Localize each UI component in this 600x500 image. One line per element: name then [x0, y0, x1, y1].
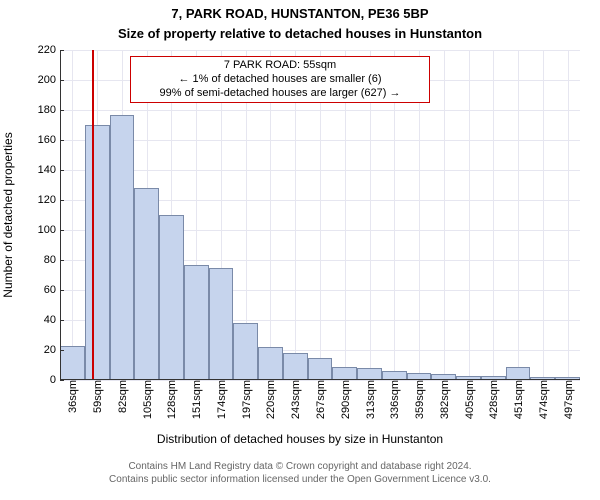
bar [506, 367, 531, 381]
x-tick: 243sqm [288, 380, 302, 419]
bar [159, 215, 184, 380]
info-box: 7 PARK ROAD: 55sqm ← 1% of detached hous… [130, 56, 430, 103]
bar [308, 358, 333, 381]
info-line-2: ← 1% of detached houses are smaller (6) [137, 73, 423, 87]
x-tick: 174sqm [214, 380, 228, 419]
y-tick: 160 [38, 134, 60, 146]
x-tick: 405sqm [462, 380, 476, 419]
x-tick: 36sqm [65, 380, 79, 413]
x-tick: 220sqm [263, 380, 277, 419]
x-tick: 128sqm [164, 380, 178, 419]
x-tick: 336sqm [387, 380, 401, 419]
x-tick: 267sqm [313, 380, 327, 419]
x-tick: 382sqm [437, 380, 451, 419]
x-tick: 428sqm [486, 380, 500, 419]
x-tick: 59sqm [90, 380, 104, 413]
bar [85, 125, 110, 380]
x-tick: 290sqm [338, 380, 352, 419]
address-title: 7, PARK ROAD, HUNSTANTON, PE36 5BP [0, 6, 600, 21]
bar [283, 353, 308, 380]
y-axis-line [60, 50, 61, 380]
y-tick: 20 [44, 344, 60, 356]
bar [184, 265, 209, 381]
y-tick: 220 [38, 44, 60, 56]
y-tick: 60 [44, 284, 60, 296]
bar [134, 188, 159, 380]
info-line-3: 99% of semi-detached houses are larger (… [137, 87, 423, 101]
y-tick: 100 [38, 224, 60, 236]
x-tick: 151sqm [189, 380, 203, 419]
y-tick: 0 [50, 374, 60, 386]
bar [233, 323, 258, 380]
bar [209, 268, 234, 381]
x-tick: 105sqm [140, 380, 154, 419]
bar [258, 347, 283, 380]
x-tick: 497sqm [561, 380, 575, 419]
plot-area: 020406080100120140160180200220 36sqm59sq… [60, 50, 580, 380]
attribution-footer: Contains HM Land Registry data © Crown c… [0, 460, 600, 486]
x-tick: 82sqm [115, 380, 129, 413]
chart-subtitle: Size of property relative to detached ho… [0, 26, 600, 41]
footer-line-2: Contains public sector information licen… [0, 473, 600, 486]
property-marker-line [92, 50, 94, 380]
footer-line-1: Contains HM Land Registry data © Crown c… [0, 460, 600, 473]
y-tick: 40 [44, 314, 60, 326]
y-tick: 120 [38, 194, 60, 206]
y-tick: 80 [44, 254, 60, 266]
y-tick: 140 [38, 164, 60, 176]
x-tick: 197sqm [239, 380, 253, 419]
x-tick: 313sqm [363, 380, 377, 419]
info-line-1: 7 PARK ROAD: 55sqm [137, 59, 423, 73]
x-tick: 359sqm [412, 380, 426, 419]
figure-container: 7, PARK ROAD, HUNSTANTON, PE36 5BP Size … [0, 0, 600, 500]
x-tick: 474sqm [536, 380, 550, 419]
bar [332, 367, 357, 381]
y-tick: 180 [38, 104, 60, 116]
x-axis-label: Distribution of detached houses by size … [0, 432, 600, 446]
y-axis-label: Number of detached properties [1, 132, 15, 297]
y-tick: 200 [38, 74, 60, 86]
bar [110, 115, 135, 381]
x-tick: 451sqm [511, 380, 525, 419]
